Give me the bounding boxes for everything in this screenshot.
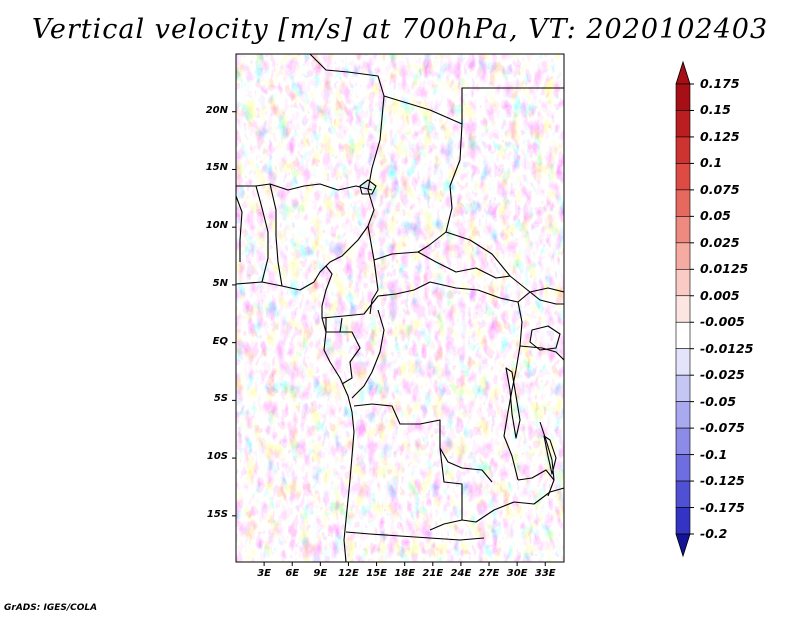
colorbar-level-label: 0.075 bbox=[700, 181, 740, 197]
lat-tick-label: 10N bbox=[205, 220, 228, 232]
colorbar-swatch bbox=[675, 189, 691, 217]
lon-tick-label: 33E bbox=[534, 568, 556, 579]
lon-tick-label: 9E bbox=[313, 568, 328, 579]
chart-title: Vertical velocity [m/s] at 700hPa, VT: 2… bbox=[31, 14, 769, 45]
colorbar-swatch bbox=[675, 427, 691, 455]
lon-tick-label: 21E bbox=[422, 568, 444, 579]
border-eq-guinea bbox=[325, 317, 343, 333]
coastline-west bbox=[236, 265, 355, 562]
colorbar-level-label: -0.05 bbox=[700, 393, 737, 409]
colorbar-level-label: 0.0125 bbox=[700, 261, 749, 277]
colorbar-level-label: 0.175 bbox=[700, 76, 740, 91]
lon-tick-label: 3E bbox=[257, 568, 271, 579]
colorbar-level-label: -0.025 bbox=[700, 367, 745, 383]
border-tanzania bbox=[519, 345, 564, 361]
border-togo bbox=[255, 185, 269, 283]
vertical-velocity-field bbox=[236, 54, 564, 562]
border-nigeria-benin bbox=[269, 183, 283, 287]
lake-malawi bbox=[543, 435, 557, 475]
lat-tick-label: EQ bbox=[212, 335, 228, 347]
border-malawi bbox=[539, 421, 555, 497]
border-nigeria-cameroon bbox=[319, 225, 369, 273]
colorbar-level-label: -0.125 bbox=[700, 473, 745, 489]
colorbar-swatch bbox=[675, 295, 691, 323]
lon-tick-label: 15E bbox=[366, 568, 387, 579]
colorbar-swatch bbox=[675, 507, 691, 535]
border-angola-zambia bbox=[429, 447, 463, 531]
border-chad-east bbox=[383, 95, 463, 253]
colorbar-bottom-arrow bbox=[675, 533, 691, 558]
colorbar-swatch bbox=[675, 242, 691, 270]
lat-tick-label: 15N bbox=[205, 162, 228, 174]
lon-tick-marks bbox=[263, 562, 546, 566]
lon-tick-label: 30E bbox=[506, 568, 528, 579]
border-gabon-congo bbox=[340, 331, 361, 385]
border-mozambique bbox=[517, 469, 555, 481]
colorbar-swatch bbox=[675, 401, 691, 429]
colorbar-level-label: 0.125 bbox=[700, 128, 740, 144]
colorbar-swatch bbox=[675, 348, 691, 376]
lat-tick-label: 10S bbox=[206, 451, 228, 463]
colorbar-swatch bbox=[675, 268, 691, 297]
colorbar-level-label: 0.1 bbox=[700, 155, 723, 171]
lat-tick-label: 5S bbox=[213, 393, 228, 405]
border-north-1 bbox=[236, 183, 373, 191]
colorbar-swatch bbox=[675, 216, 691, 244]
border-uganda-kenya bbox=[529, 291, 564, 305]
border-drc-east bbox=[503, 301, 523, 481]
lat-tick-label: 20N bbox=[205, 104, 228, 116]
colorbar-level-label: 0.05 bbox=[700, 208, 731, 224]
lon-tick-label: 27E bbox=[478, 568, 500, 579]
colorbar-swatch bbox=[675, 480, 691, 508]
lon-tick-label: 6E bbox=[285, 568, 300, 579]
border-angola-namibia bbox=[345, 531, 485, 541]
lake-chad bbox=[359, 179, 377, 195]
colorbar-swatch bbox=[675, 110, 691, 138]
colorbar-swatch bbox=[675, 163, 691, 191]
lon-tick-label: 12E bbox=[338, 568, 359, 579]
border-libya-egypt bbox=[461, 87, 564, 124]
border-benin bbox=[236, 195, 243, 262]
colorbar-level-label: -0.175 bbox=[700, 499, 745, 515]
lat-tick-label: 5N bbox=[212, 277, 228, 289]
colorbar-level-label: 0.025 bbox=[700, 234, 740, 250]
colorbar-level-label: -0.005 bbox=[700, 314, 745, 330]
border-cameroon-south bbox=[321, 295, 379, 319]
colorbar-level-label: -0.2 bbox=[700, 526, 728, 541]
lon-tick-label: 24E bbox=[450, 568, 472, 579]
border-congo-drc bbox=[351, 309, 385, 399]
colorbar-level-label: 0.005 bbox=[700, 287, 740, 303]
lake-victoria bbox=[529, 325, 561, 351]
colorbar-swatch bbox=[675, 83, 691, 111]
footer-credit: GrADS: IGES/COLA bbox=[4, 603, 98, 613]
colorbar-swatch bbox=[675, 136, 691, 164]
lat-tick-marks bbox=[232, 111, 236, 517]
lon-tick-label: 18E bbox=[394, 568, 416, 579]
border-car-south bbox=[377, 281, 531, 303]
colorbar-level-label: -0.0125 bbox=[700, 340, 754, 356]
colorbar-level-label: -0.075 bbox=[700, 420, 745, 436]
lat-tick-label: 15S bbox=[206, 508, 228, 520]
colorbar-swatch bbox=[675, 374, 691, 402]
border-drc-angola bbox=[353, 403, 493, 483]
colorbar-top-arrow bbox=[675, 60, 691, 85]
colorbar-swatch bbox=[675, 454, 691, 482]
lake-tanganyika bbox=[505, 367, 521, 439]
colorbar-level-label: 0.15 bbox=[700, 102, 731, 118]
border-car bbox=[373, 251, 511, 279]
border-north-2 bbox=[309, 54, 385, 227]
map-frame bbox=[235, 53, 565, 563]
country-borders bbox=[236, 54, 564, 562]
map-area bbox=[232, 53, 565, 566]
colorbar-level-label: -0.1 bbox=[700, 446, 728, 462]
colorbar-swatch bbox=[675, 321, 691, 350]
